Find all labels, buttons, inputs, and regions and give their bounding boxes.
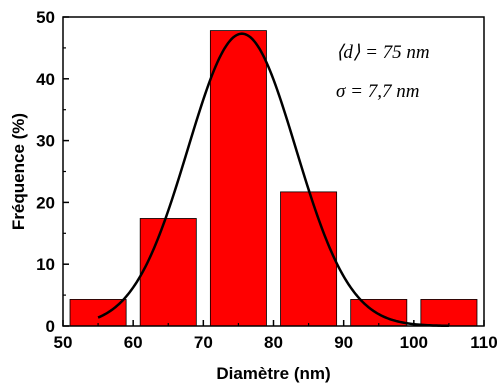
histogram-bar-6 (420, 299, 478, 327)
axis-ticks: 50 60 70 80 90 100 110 0 10 20 30 40 50 (36, 8, 497, 352)
x-tick-label: 110 (470, 333, 497, 352)
gaussian-fit-curve (97, 32, 449, 328)
sigma-annotation: σ = 7,7 nm (336, 81, 419, 102)
histogram-bar-4 (280, 191, 338, 327)
mean-diameter-annotation: ⟨d⟩ = 75 nm (336, 42, 430, 63)
y-tick-label: 0 (46, 317, 55, 336)
y-tick-label: 10 (36, 255, 55, 274)
histogram-bar-1 (69, 299, 127, 327)
x-tick-label: 60 (124, 333, 143, 352)
y-axis-title: Fréquence (%) (9, 113, 28, 230)
y-tick-label: 50 (36, 8, 55, 27)
x-tick-label: 80 (264, 333, 283, 352)
histogram-bar-2 (139, 218, 197, 327)
histogram-bar-3 (209, 30, 267, 327)
x-tick-label: 50 (54, 333, 73, 352)
x-tick-label: 90 (334, 333, 353, 352)
x-tick-label: 70 (194, 333, 213, 352)
plot-frame (62, 16, 485, 327)
y-tick-label: 40 (36, 70, 55, 89)
y-tick-label: 30 (36, 132, 55, 151)
y-tick-label: 20 (36, 193, 55, 212)
bars-group (69, 30, 478, 327)
x-axis-title: Diamètre (nm) (216, 364, 330, 383)
x-tick-label: 100 (400, 333, 428, 352)
